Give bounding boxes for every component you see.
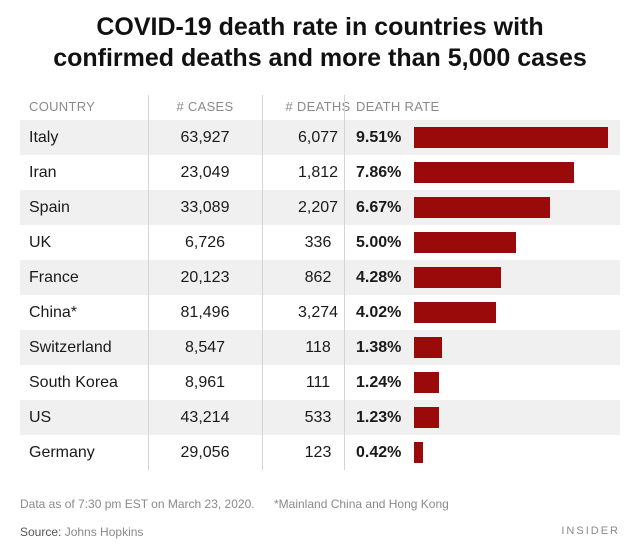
- source-line: Source: Johns Hopkins: [20, 525, 143, 539]
- death-rate-label: 1.38%: [356, 339, 402, 356]
- deaths-value: 3,274: [297, 304, 339, 321]
- chart-title: COVID-19 death rate in countries with co…: [0, 12, 640, 74]
- table-row: Italy 63,927 6,077 9.51%: [20, 120, 620, 155]
- death-rate-bar: [414, 302, 496, 323]
- country-label: Germany: [29, 444, 95, 461]
- column-divider: [148, 95, 149, 470]
- cases-value: 63,927: [180, 129, 230, 146]
- deaths-value: 111: [305, 374, 331, 391]
- death-rate-bar: [414, 337, 443, 358]
- header-country: COUNTRY: [29, 99, 96, 114]
- table-row: Iran 23,049 1,812 7.86%: [20, 155, 620, 190]
- death-rate-bar: [414, 232, 516, 253]
- death-rate-label: 9.51%: [356, 129, 402, 146]
- cases-value: 8,961: [184, 374, 226, 391]
- deaths-value: 1,812: [297, 164, 339, 181]
- table-row: Germany 29,056 123 0.42%: [20, 435, 620, 470]
- header-deaths: # DEATHS: [285, 99, 351, 114]
- header-cases: # CASES: [176, 99, 234, 114]
- cases-value: 29,056: [180, 444, 230, 461]
- cases-value: 23,049: [180, 164, 230, 181]
- death-rate-bar: [414, 442, 423, 463]
- death-rate-label: 6.67%: [356, 199, 402, 216]
- table-row: China* 81,496 3,274 4.02%: [20, 295, 620, 330]
- country-label: Switzerland: [29, 339, 112, 356]
- country-label: Italy: [29, 129, 59, 146]
- column-divider: [344, 95, 345, 470]
- title-line-1: COVID-19 death rate in countries with: [96, 13, 544, 41]
- insider-logo: INSIDER: [561, 525, 620, 537]
- table-row: US 43,214 533 1.23%: [20, 400, 620, 435]
- country-label: China*: [29, 304, 78, 321]
- death-rate-bar: [414, 267, 502, 288]
- death-rate-bar: [414, 162, 575, 183]
- source-label: Source:: [20, 525, 62, 539]
- column-divider: [262, 95, 263, 470]
- death-rate-label: 0.42%: [356, 444, 402, 461]
- deaths-value: 336: [304, 234, 332, 251]
- table-header: COUNTRY # CASES # DEATHS DEATH RATE: [20, 97, 620, 117]
- cases-value: 33,089: [180, 199, 230, 216]
- table-row: South Korea 8,961 111 1.24%: [20, 365, 620, 400]
- deaths-value: 533: [304, 409, 332, 426]
- country-label: France: [29, 269, 79, 286]
- deaths-value: 862: [304, 269, 332, 286]
- country-label: UK: [29, 234, 52, 251]
- table-row: Switzerland 8,547 118 1.38%: [20, 330, 620, 365]
- death-rate-label: 7.86%: [356, 164, 402, 181]
- death-rate-label: 4.28%: [356, 269, 402, 286]
- country-label: South Korea: [29, 374, 118, 391]
- deaths-value: 6,077: [297, 129, 339, 146]
- country-label: Iran: [29, 164, 57, 181]
- deaths-value: 123: [304, 444, 332, 461]
- death-rate-bar: [414, 127, 608, 148]
- table-row: France 20,123 862 4.28%: [20, 260, 620, 295]
- death-rate-label: 5.00%: [356, 234, 402, 251]
- death-rate-label: 1.23%: [356, 409, 402, 426]
- death-rate-bar: [414, 372, 440, 393]
- table-body: Italy 63,927 6,077 9.51% Iran 23,049 1,812 7.86…: [20, 120, 620, 470]
- table-row: UK 6,726 336 5.00%: [20, 225, 620, 260]
- cases-value: 43,214: [180, 409, 230, 426]
- deaths-value: 2,207: [297, 199, 339, 216]
- title-line-2: confirmed deaths and more than 5,000 cas…: [53, 44, 587, 72]
- cases-value: 8,547: [184, 339, 226, 356]
- source-value: Johns Hopkins: [64, 525, 144, 539]
- country-label: Spain: [29, 199, 70, 216]
- death-rate-label: 1.24%: [356, 374, 402, 391]
- cases-value: 6,726: [184, 234, 226, 251]
- cases-value: 81,496: [180, 304, 230, 321]
- death-rate-bar: [414, 407, 440, 428]
- data-date-note: Data as of 7:30 pm EST on March 23, 2020…: [20, 497, 255, 511]
- death-rate-bar: [414, 197, 551, 218]
- death-rate-label: 4.02%: [356, 304, 402, 321]
- cases-value: 20,123: [180, 269, 230, 286]
- china-footnote: *Mainland China and Hong Kong: [274, 497, 449, 511]
- deaths-value: 118: [305, 339, 331, 356]
- country-label: US: [29, 409, 52, 426]
- header-death-rate: DEATH RATE: [356, 99, 440, 114]
- table-row: Spain 33,089 2,207 6.67%: [20, 190, 620, 225]
